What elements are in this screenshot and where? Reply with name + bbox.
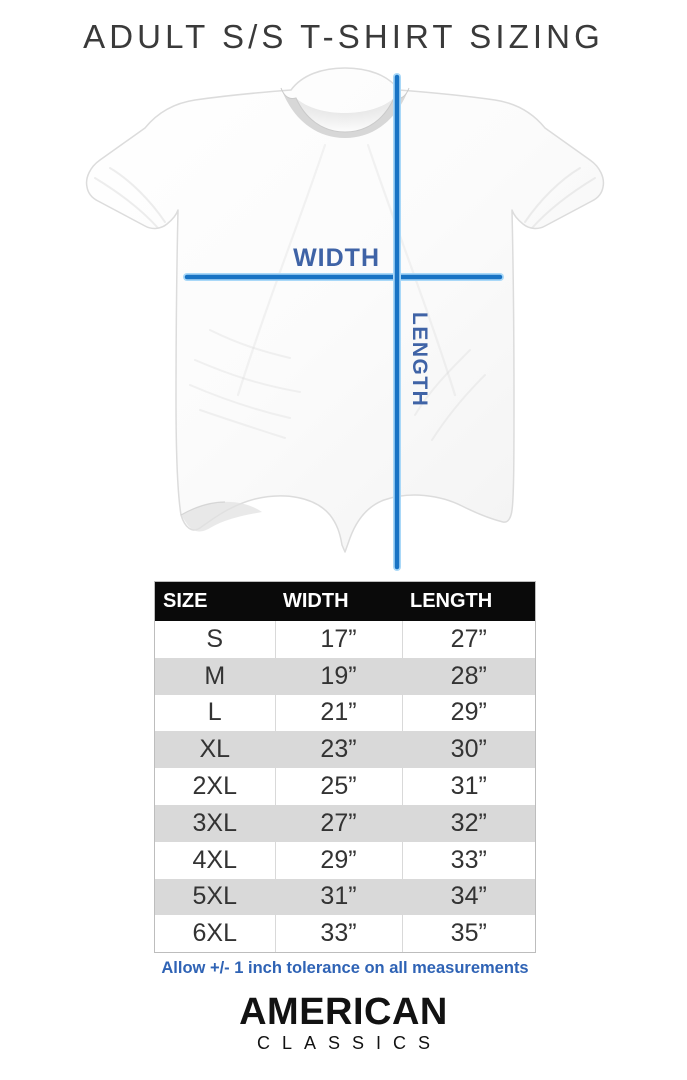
svg-text:LENGTH: LENGTH — [408, 312, 431, 407]
svg-text:WIDTH: WIDTH — [293, 244, 380, 272]
